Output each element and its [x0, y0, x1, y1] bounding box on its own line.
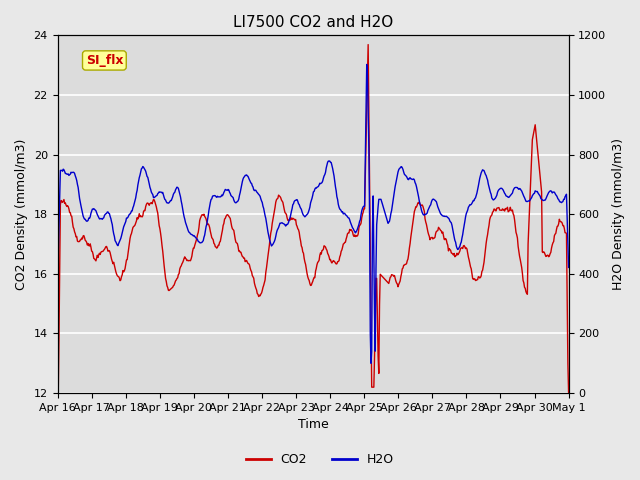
Text: SI_flx: SI_flx — [86, 54, 123, 67]
Legend: CO2, H2O: CO2, H2O — [241, 448, 399, 471]
X-axis label: Time: Time — [298, 419, 328, 432]
Y-axis label: H2O Density (mmol/m3): H2O Density (mmol/m3) — [612, 138, 625, 290]
Y-axis label: CO2 Density (mmol/m3): CO2 Density (mmol/m3) — [15, 139, 28, 290]
Title: LI7500 CO2 and H2O: LI7500 CO2 and H2O — [233, 15, 393, 30]
